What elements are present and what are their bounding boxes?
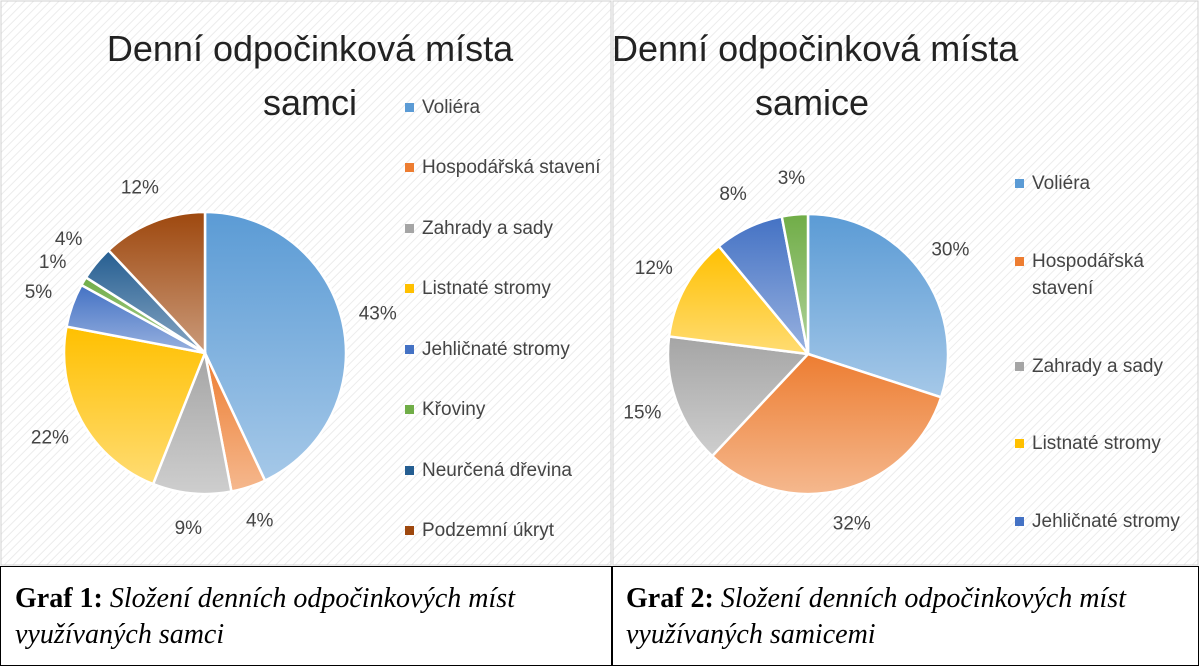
legend-swatch xyxy=(405,465,414,475)
legend-item: Listnaté stromy xyxy=(405,275,605,302)
legend-item: Jehličnaté stromy xyxy=(1015,508,1195,535)
data-label: 1% xyxy=(39,252,67,273)
legend-swatch xyxy=(405,284,414,294)
data-label: 4% xyxy=(246,510,274,531)
data-label: 12% xyxy=(635,258,673,279)
data-label: 22% xyxy=(31,427,69,448)
legend-item: Zahrady a sady xyxy=(405,215,605,242)
legend-label: Zahrady a sady xyxy=(1032,355,1163,377)
legend-item: Podzemní úkryt xyxy=(405,517,605,544)
legend-label: Podzemní úkryt xyxy=(422,519,554,541)
data-label: 32% xyxy=(833,513,871,534)
legend-label: Jehličnaté stromy xyxy=(1032,511,1180,532)
title-line: Denní odpočinková místa xyxy=(612,28,1019,69)
legend-label: Hospodářská stavení xyxy=(422,157,601,179)
title-line: samice xyxy=(754,82,870,123)
caption: Graf 2: Složení denních odpočinkových mí… xyxy=(611,566,1199,666)
data-label: 15% xyxy=(623,403,661,424)
data-label: 3% xyxy=(778,168,806,189)
legend-item: Voliéra xyxy=(405,94,605,121)
caption: Graf 1: Složení denních odpočinkových mí… xyxy=(0,566,613,666)
legend-swatch xyxy=(1015,256,1024,266)
legend-item: Jehličnaté stromy xyxy=(405,336,605,363)
legend-item: Zahrady a sady xyxy=(1015,353,1195,380)
pie-slice xyxy=(667,244,811,356)
pie-slice xyxy=(62,325,207,486)
legend-label: Listnaté stromy xyxy=(1032,433,1161,455)
legend-label: Voliéra xyxy=(1032,173,1091,194)
title-line: Denní odpočinková místa xyxy=(106,28,514,69)
pie-slice xyxy=(710,352,943,496)
legend-item: Hospodářská stavení xyxy=(1015,248,1195,302)
legend-swatch xyxy=(405,525,414,535)
pie-slice xyxy=(203,210,348,483)
legend-label: Zahrady a sady xyxy=(422,217,553,239)
legend-swatch xyxy=(1015,517,1024,526)
legend-swatch xyxy=(405,405,414,415)
data-label: 43% xyxy=(359,303,397,324)
legend-swatch xyxy=(405,103,414,112)
legend: Voliéra Hospodářská stavení Zahrady a sady… xyxy=(405,94,605,544)
title-line: samci xyxy=(262,82,357,123)
data-label: 9% xyxy=(175,518,203,539)
data-label: 12% xyxy=(121,177,159,198)
legend-swatch xyxy=(1015,179,1024,188)
pie-slice xyxy=(106,210,207,357)
legend-label: Voliéra xyxy=(422,97,481,118)
data-label: 5% xyxy=(25,282,53,303)
legend-item: Neurčená dřevina xyxy=(405,457,605,484)
legend-swatch xyxy=(405,223,414,233)
legend-label: Neurčená dřevina xyxy=(422,459,572,481)
legend-item: Voliéra xyxy=(1015,170,1195,197)
data-label: 30% xyxy=(931,240,969,261)
chart-title: Denní odpočinková místa samci xyxy=(60,22,560,130)
legend: Voliéra Hospodářská stavení Zahrady a sady… xyxy=(1015,170,1195,535)
legend-item: Hospodářská stavení xyxy=(405,154,605,181)
pie-slice xyxy=(151,348,233,496)
legend-swatch xyxy=(405,163,414,173)
legend-label: Křoviny xyxy=(422,399,486,421)
legend-label: Listnaté stromy xyxy=(422,278,551,300)
data-label: 8% xyxy=(719,184,747,205)
data-label: 4% xyxy=(55,229,83,250)
caption-text: Složení denních odpočinkových míst využí… xyxy=(626,583,1126,650)
legend-swatch xyxy=(1015,361,1024,371)
pie-slice xyxy=(806,212,950,399)
pie-slice xyxy=(780,212,810,355)
chart-title: Denní odpočinková místa samice xyxy=(612,22,1019,130)
pie-slice xyxy=(666,335,811,458)
caption-text: Složení denních odpočinkových míst využí… xyxy=(15,583,515,650)
legend-item: Listnaté stromy xyxy=(1015,430,1195,457)
legend-swatch xyxy=(1015,439,1024,449)
legend-label: Jehličnaté stromy xyxy=(422,338,570,360)
caption-label: Graf 1: xyxy=(15,583,103,614)
legend-swatch xyxy=(405,344,414,354)
legend-item: Křoviny xyxy=(405,396,605,423)
caption-label: Graf 2: xyxy=(626,583,714,614)
legend-label: Hospodářská stavení xyxy=(1032,250,1144,299)
